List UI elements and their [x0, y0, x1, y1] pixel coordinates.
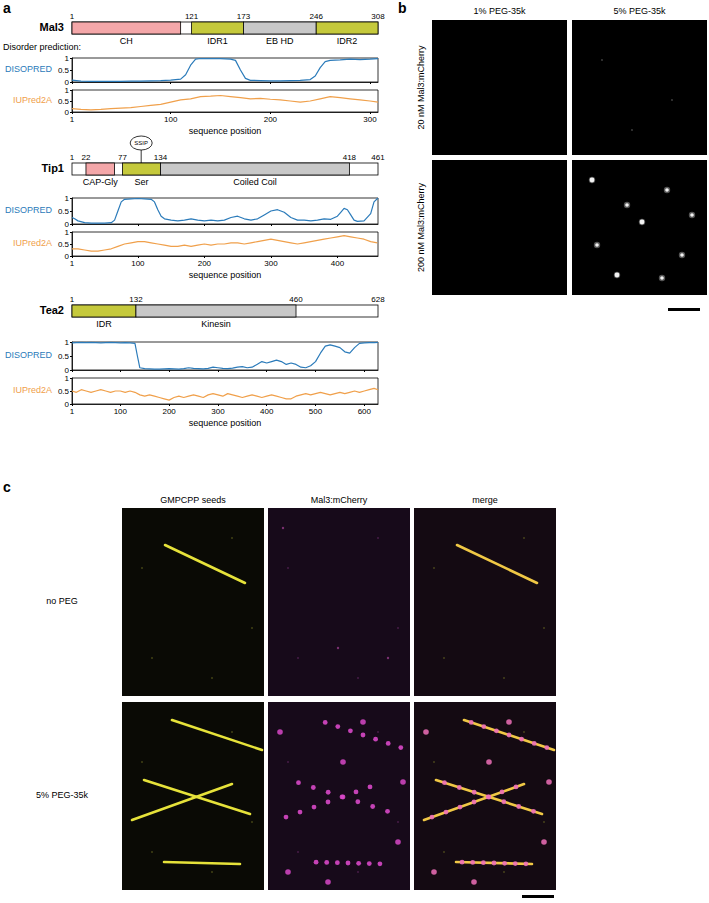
svg-text:CAP-Gly: CAP-Gly — [83, 177, 119, 187]
svg-text:IDR1: IDR1 — [207, 36, 228, 46]
svg-text:IUPred2A: IUPred2A — [13, 385, 52, 395]
svg-text:0: 0 — [64, 219, 69, 229]
svg-text:418: 418 — [343, 153, 357, 162]
svg-text:461: 461 — [371, 153, 385, 162]
svg-text:DISOPRED: DISOPRED — [5, 64, 53, 74]
svg-text:200 nM Mal3:mCherry: 200 nM Mal3:mCherry — [416, 182, 426, 272]
svg-text:0.5: 0.5 — [58, 97, 70, 106]
svg-text:1: 1 — [70, 153, 75, 162]
svg-text:628: 628 — [371, 295, 385, 304]
svg-text:sequence position: sequence position — [189, 418, 262, 428]
svg-text:0: 0 — [64, 107, 69, 117]
svg-text:132: 132 — [129, 295, 143, 304]
svg-text:0.5: 0.5 — [58, 352, 70, 361]
svg-text:a: a — [3, 0, 11, 16]
svg-text:EB HD: EB HD — [266, 36, 294, 46]
svg-text:121: 121 — [185, 12, 199, 21]
svg-text:Mal3: Mal3 — [40, 21, 64, 33]
svg-text:0.5: 0.5 — [58, 240, 70, 249]
svg-text:IUPred2A: IUPred2A — [13, 238, 52, 248]
svg-text:300: 300 — [264, 259, 278, 268]
svg-text:SSIP: SSIP — [134, 140, 148, 146]
svg-text:b: b — [398, 0, 407, 16]
svg-text:1: 1 — [65, 228, 70, 237]
svg-text:Coiled Coil: Coiled Coil — [233, 177, 277, 187]
svg-text:308: 308 — [371, 12, 385, 21]
svg-text:IUPred2A: IUPred2A — [13, 95, 52, 105]
svg-text:246: 246 — [310, 12, 324, 21]
svg-text:merge: merge — [472, 495, 498, 505]
svg-text:Ser: Ser — [135, 177, 149, 187]
svg-text:0.5: 0.5 — [58, 387, 70, 396]
svg-text:200: 200 — [198, 259, 212, 268]
svg-text:DISOPRED: DISOPRED — [5, 350, 53, 360]
svg-text:600: 600 — [358, 407, 372, 416]
svg-text:1: 1 — [70, 12, 75, 21]
svg-text:1: 1 — [65, 86, 70, 95]
svg-text:IDR: IDR — [96, 319, 112, 329]
svg-text:IDR2: IDR2 — [337, 36, 358, 46]
svg-text:0: 0 — [64, 77, 69, 87]
svg-text:Mal3:mCherry: Mal3:mCherry — [311, 495, 368, 505]
svg-text:1: 1 — [70, 407, 75, 416]
svg-text:77: 77 — [118, 153, 127, 162]
svg-text:400: 400 — [331, 259, 345, 268]
svg-text:200: 200 — [162, 407, 176, 416]
svg-text:1: 1 — [65, 338, 70, 347]
svg-text:100: 100 — [164, 115, 178, 124]
svg-text:1: 1 — [65, 54, 70, 63]
svg-text:5% PEG-35k: 5% PEG-35k — [613, 6, 666, 16]
svg-text:0.5: 0.5 — [58, 66, 70, 75]
svg-text:0: 0 — [64, 399, 69, 409]
svg-text:GMPCPP seeds: GMPCPP seeds — [160, 495, 226, 505]
svg-text:400: 400 — [260, 407, 274, 416]
svg-text:sequence position: sequence position — [189, 270, 262, 280]
svg-text:0: 0 — [64, 365, 69, 375]
svg-text:1: 1 — [70, 295, 75, 304]
svg-text:0.5: 0.5 — [58, 207, 70, 216]
svg-text:173: 173 — [237, 12, 251, 21]
svg-text:1: 1 — [65, 194, 70, 203]
svg-text:134: 134 — [154, 153, 168, 162]
svg-text:1: 1 — [65, 374, 70, 383]
svg-text:Kinesin: Kinesin — [201, 319, 231, 329]
svg-text:500: 500 — [309, 407, 323, 416]
svg-text:200: 200 — [264, 115, 278, 124]
svg-text:Tip1: Tip1 — [42, 162, 64, 174]
svg-text:1% PEG-35k: 1% PEG-35k — [473, 6, 526, 16]
svg-text:1: 1 — [70, 115, 75, 124]
svg-text:sequence position: sequence position — [189, 126, 262, 136]
svg-text:0: 0 — [64, 251, 69, 261]
svg-text:22: 22 — [82, 153, 91, 162]
svg-text:c: c — [3, 479, 11, 495]
svg-text:Tea2: Tea2 — [40, 304, 64, 316]
svg-text:1: 1 — [70, 259, 75, 268]
svg-text:20 nM Mal3:mCherry: 20 nM Mal3:mCherry — [416, 45, 426, 130]
svg-text:Disorder prediction:: Disorder prediction: — [3, 42, 81, 52]
svg-text:CH: CH — [120, 36, 133, 46]
svg-text:100: 100 — [131, 259, 145, 268]
svg-text:no PEG: no PEG — [46, 596, 78, 606]
svg-text:100: 100 — [114, 407, 128, 416]
svg-text:300: 300 — [363, 115, 377, 124]
svg-text:300: 300 — [211, 407, 225, 416]
svg-text:DISOPRED: DISOPRED — [5, 205, 53, 215]
svg-text:460: 460 — [289, 295, 303, 304]
svg-text:5% PEG-35k: 5% PEG-35k — [36, 790, 89, 800]
